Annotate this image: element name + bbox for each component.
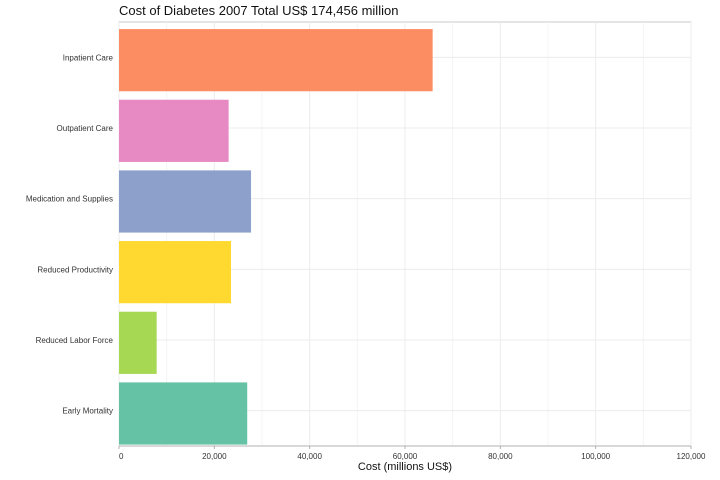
bars <box>119 29 433 445</box>
bar <box>119 241 232 304</box>
bar <box>119 311 157 374</box>
x-tick-label: 20,000 <box>202 452 227 461</box>
y-tick-label: Medication and Supplies <box>26 195 113 204</box>
bar <box>119 382 248 445</box>
x-tick-label: 40,000 <box>297 452 322 461</box>
x-tick-label: 120,000 <box>677 452 706 461</box>
x-tick-label: 0 <box>119 452 124 461</box>
bar <box>119 170 252 233</box>
x-axis-label: Cost (millions US$) <box>357 461 453 473</box>
axes: Inpatient Care Outpatient Care Medication … <box>26 53 706 461</box>
y-tick-label: Reduced Productivity <box>37 265 113 274</box>
y-tick-label: Inpatient Care <box>63 53 114 62</box>
x-tick-label: 100,000 <box>581 452 610 461</box>
bar <box>119 99 229 162</box>
y-tick-label: Early Mortality <box>62 407 113 416</box>
x-tick-label: 80,000 <box>488 452 513 461</box>
y-tick-label: Outpatient Care <box>57 124 114 133</box>
grid <box>118 22 692 446</box>
x-tick-label: 60,000 <box>393 452 418 461</box>
y-tick-label: Reduced Labor Force <box>36 336 114 345</box>
chart-title: Cost of Diabetes 2007 Total US$ 174,456 … <box>119 3 399 18</box>
bar <box>119 29 433 92</box>
